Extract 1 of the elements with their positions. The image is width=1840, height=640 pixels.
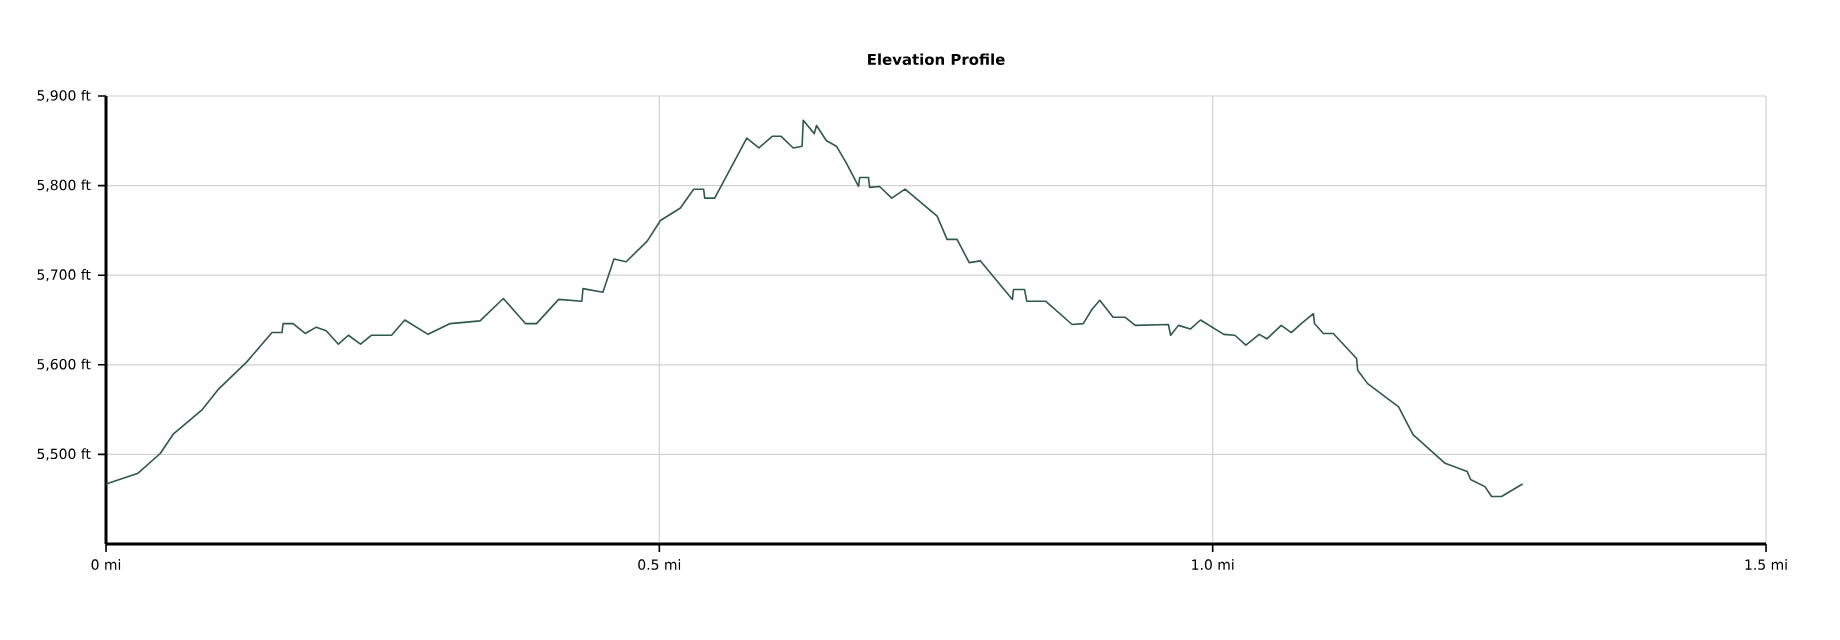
line-series <box>105 119 1524 498</box>
